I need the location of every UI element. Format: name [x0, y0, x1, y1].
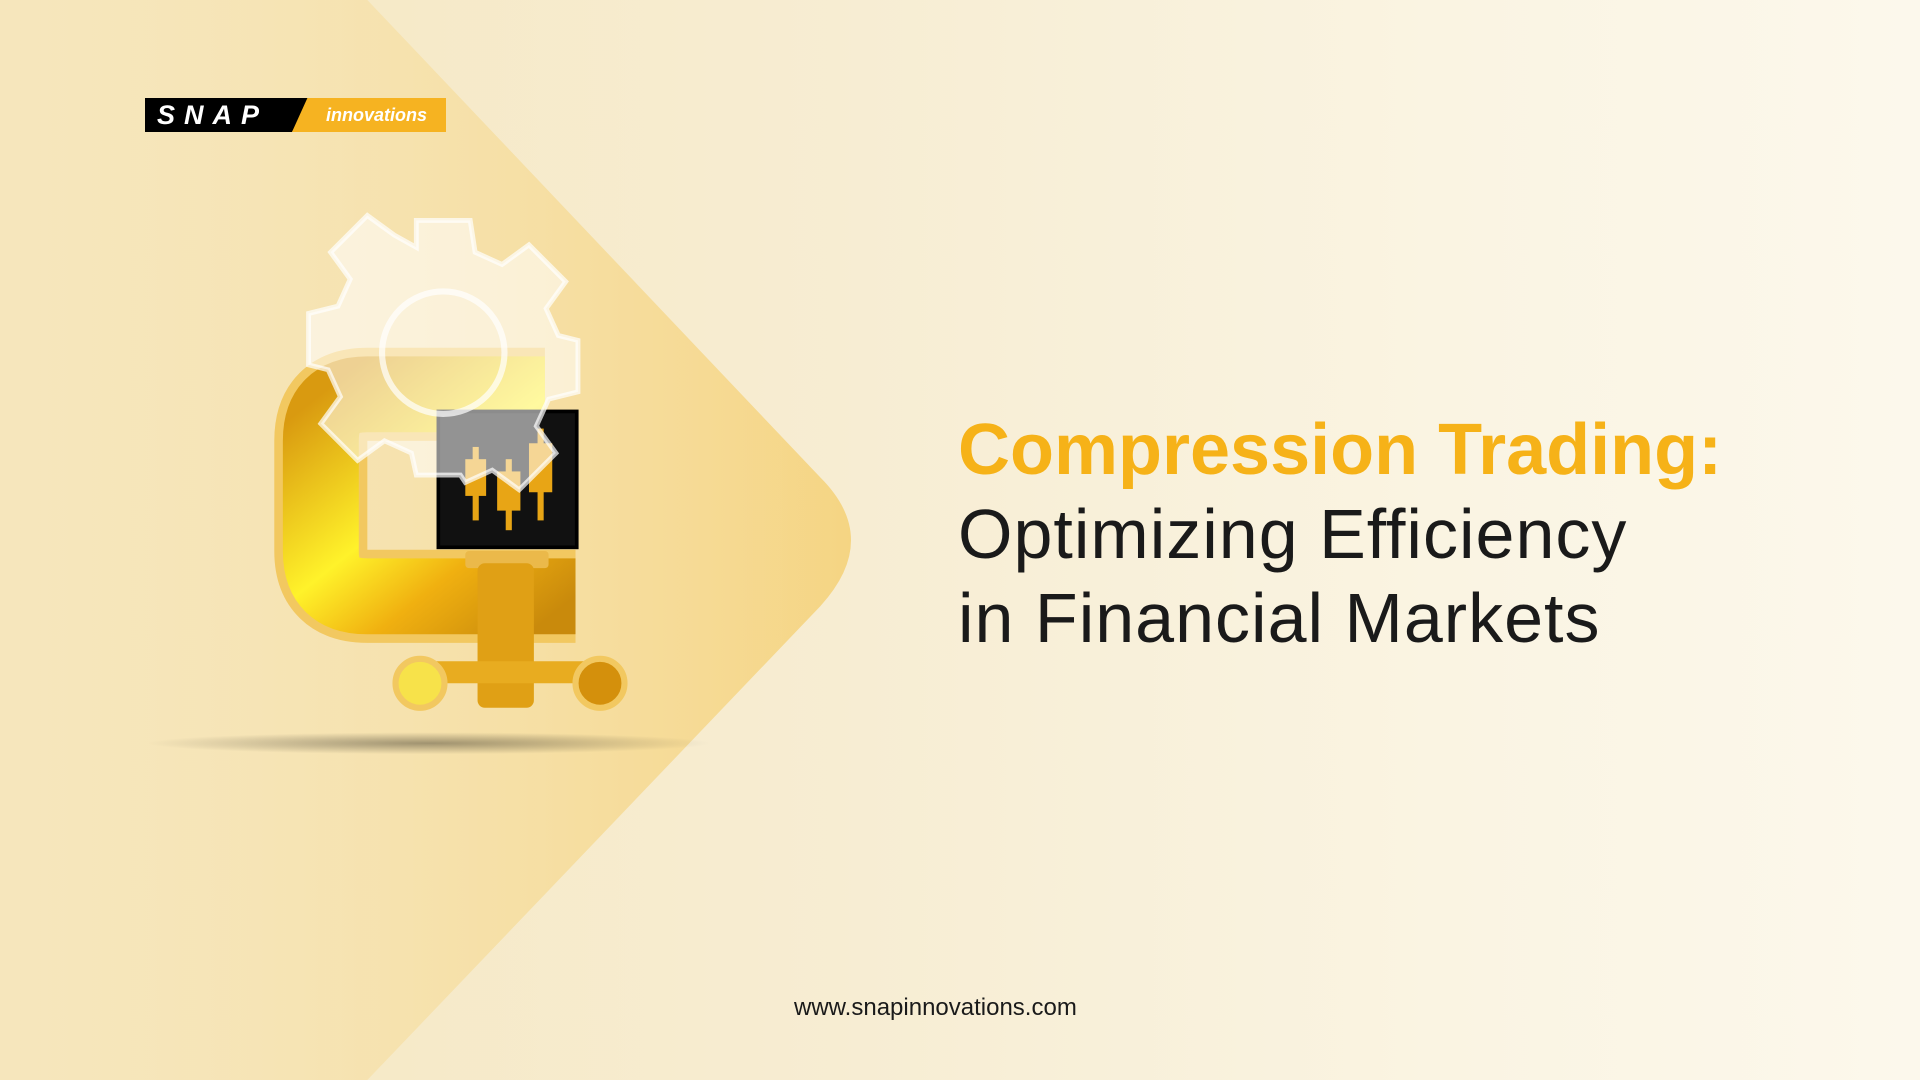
headline-line2: Optimizing Efficiency: [958, 495, 1628, 573]
shadow: [146, 732, 711, 755]
website-link[interactable]: www.snapinnovations.com: [794, 994, 1077, 1021]
headline-line1: Compression Trading:: [958, 410, 1723, 490]
diamond-shape: [0, 0, 852, 1080]
logo-snap: SNAP: [145, 98, 312, 132]
snap-innovations-logo: SNAP innovations: [145, 98, 446, 132]
logo-innovations: innovations: [292, 98, 446, 132]
headline: Compression Trading: Optimizing Efficien…: [958, 408, 1722, 660]
gear-icon: [306, 212, 581, 494]
headline-line3: in Financial Markets: [958, 579, 1601, 657]
